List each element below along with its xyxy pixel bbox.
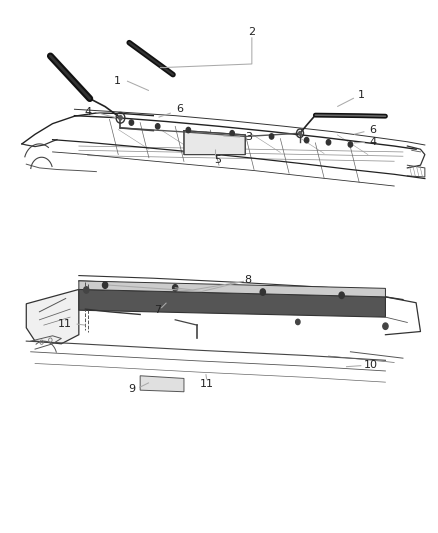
Circle shape — [119, 116, 122, 120]
Text: 6: 6 — [176, 104, 183, 114]
Text: 9: 9 — [128, 384, 135, 394]
Circle shape — [304, 138, 309, 143]
Circle shape — [260, 289, 265, 295]
Text: 8: 8 — [244, 275, 251, 285]
Circle shape — [155, 124, 160, 129]
Text: 1: 1 — [358, 90, 365, 100]
Text: 10: 10 — [364, 360, 378, 369]
Polygon shape — [184, 131, 245, 155]
Text: 3: 3 — [245, 132, 252, 142]
Circle shape — [84, 287, 89, 293]
Circle shape — [299, 132, 301, 135]
Polygon shape — [140, 376, 184, 392]
Text: 7: 7 — [154, 305, 161, 315]
Circle shape — [269, 134, 274, 139]
Polygon shape — [79, 281, 385, 297]
Text: 11: 11 — [200, 379, 214, 389]
Circle shape — [339, 292, 344, 298]
Text: 4: 4 — [370, 138, 377, 147]
Circle shape — [348, 142, 353, 147]
Text: 2: 2 — [248, 27, 255, 37]
Text: 5: 5 — [214, 155, 221, 165]
Circle shape — [186, 127, 191, 133]
Text: 11: 11 — [58, 319, 72, 329]
Circle shape — [296, 319, 300, 325]
Text: 1: 1 — [114, 76, 121, 86]
Circle shape — [102, 282, 108, 288]
Polygon shape — [26, 289, 79, 344]
Text: 6: 6 — [370, 125, 377, 134]
Circle shape — [326, 140, 331, 145]
Circle shape — [129, 120, 134, 125]
Circle shape — [173, 285, 178, 291]
Circle shape — [230, 131, 234, 136]
Polygon shape — [79, 289, 385, 317]
Circle shape — [383, 323, 388, 329]
Text: 4: 4 — [84, 108, 91, 117]
